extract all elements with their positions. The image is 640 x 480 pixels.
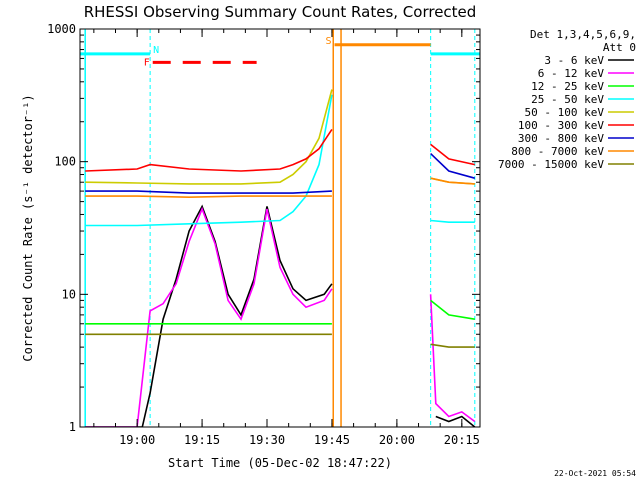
x-tick-label-5: 20:15	[444, 433, 480, 447]
series-line-7-1	[430, 177, 475, 185]
x-tick-label-1: 19:15	[184, 433, 220, 447]
y-tick-label-0: 1	[69, 420, 76, 434]
axis-ticks: 19:00 19:15 19:30 19:45 20:00 20:15 1 10 100 1000	[47, 22, 480, 447]
y-tick-label-1: 10	[62, 287, 76, 301]
x-tick-label-0: 19:00	[119, 433, 155, 447]
series-line-6-1	[430, 153, 476, 179]
flag-label-N: N	[153, 45, 159, 56]
legend-label-0: 3 - 6 keV	[544, 54, 604, 67]
series-line-1-0	[85, 206, 333, 427]
plot-frame	[79, 28, 481, 428]
series-line-5-1	[430, 143, 475, 166]
legend-label-4: 50 - 100 keV	[525, 106, 605, 119]
series-line-4-0	[85, 89, 333, 185]
series-line-2-1	[430, 299, 475, 320]
x-axis-label: Start Time (05-Dec-02 18:47:22)	[168, 456, 392, 470]
series-line-8-1	[430, 343, 475, 348]
series-line-7-0	[85, 195, 332, 199]
series-line-6-0	[85, 190, 332, 194]
legend-label-6: 300 - 800 keV	[518, 132, 604, 145]
date-stamp: 22-Oct-2021 05:54	[554, 469, 636, 478]
chart-title: RHESSI Observing Summary Count Rates, Co…	[84, 3, 477, 21]
series-group	[84, 29, 476, 427]
series-line-0-1	[435, 415, 476, 427]
legend-label-2: 12 - 25 keV	[531, 80, 604, 93]
x-tick-label-4: 20:00	[379, 433, 415, 447]
x-tick-label-2: 19:30	[249, 433, 285, 447]
legend-label-1: 6 - 12 keV	[538, 67, 605, 80]
legend-label-8: 7000 - 15000 keV	[498, 158, 604, 171]
series-line-3-1	[430, 219, 475, 223]
y-tick-label-3: 1000	[47, 22, 76, 36]
legend-header-line-2: Att 0	[603, 41, 636, 54]
x-tick-label-3: 19:45	[314, 433, 350, 447]
series-line-0-0	[85, 204, 333, 427]
series-line-5-0	[85, 128, 333, 172]
plot-area: NF S	[80, 29, 480, 427]
flag-label-S: S	[326, 36, 332, 47]
y-tick-label-2: 100	[54, 155, 76, 169]
legend-label-7: 800 - 7000 keV	[511, 145, 604, 158]
series-line-3-0	[85, 94, 333, 227]
legend-header-line-1: Det 1,3,4,5,6,9,	[530, 28, 636, 41]
legend-label-3: 25 - 50 keV	[531, 93, 604, 106]
y-axis-label: Corrected Count Rate (s⁻¹ detector⁻¹)	[21, 94, 35, 361]
legend-label-5: 100 - 300 keV	[518, 119, 604, 132]
flag-label-F: F	[144, 57, 150, 68]
series-line-1-1	[429, 294, 476, 423]
